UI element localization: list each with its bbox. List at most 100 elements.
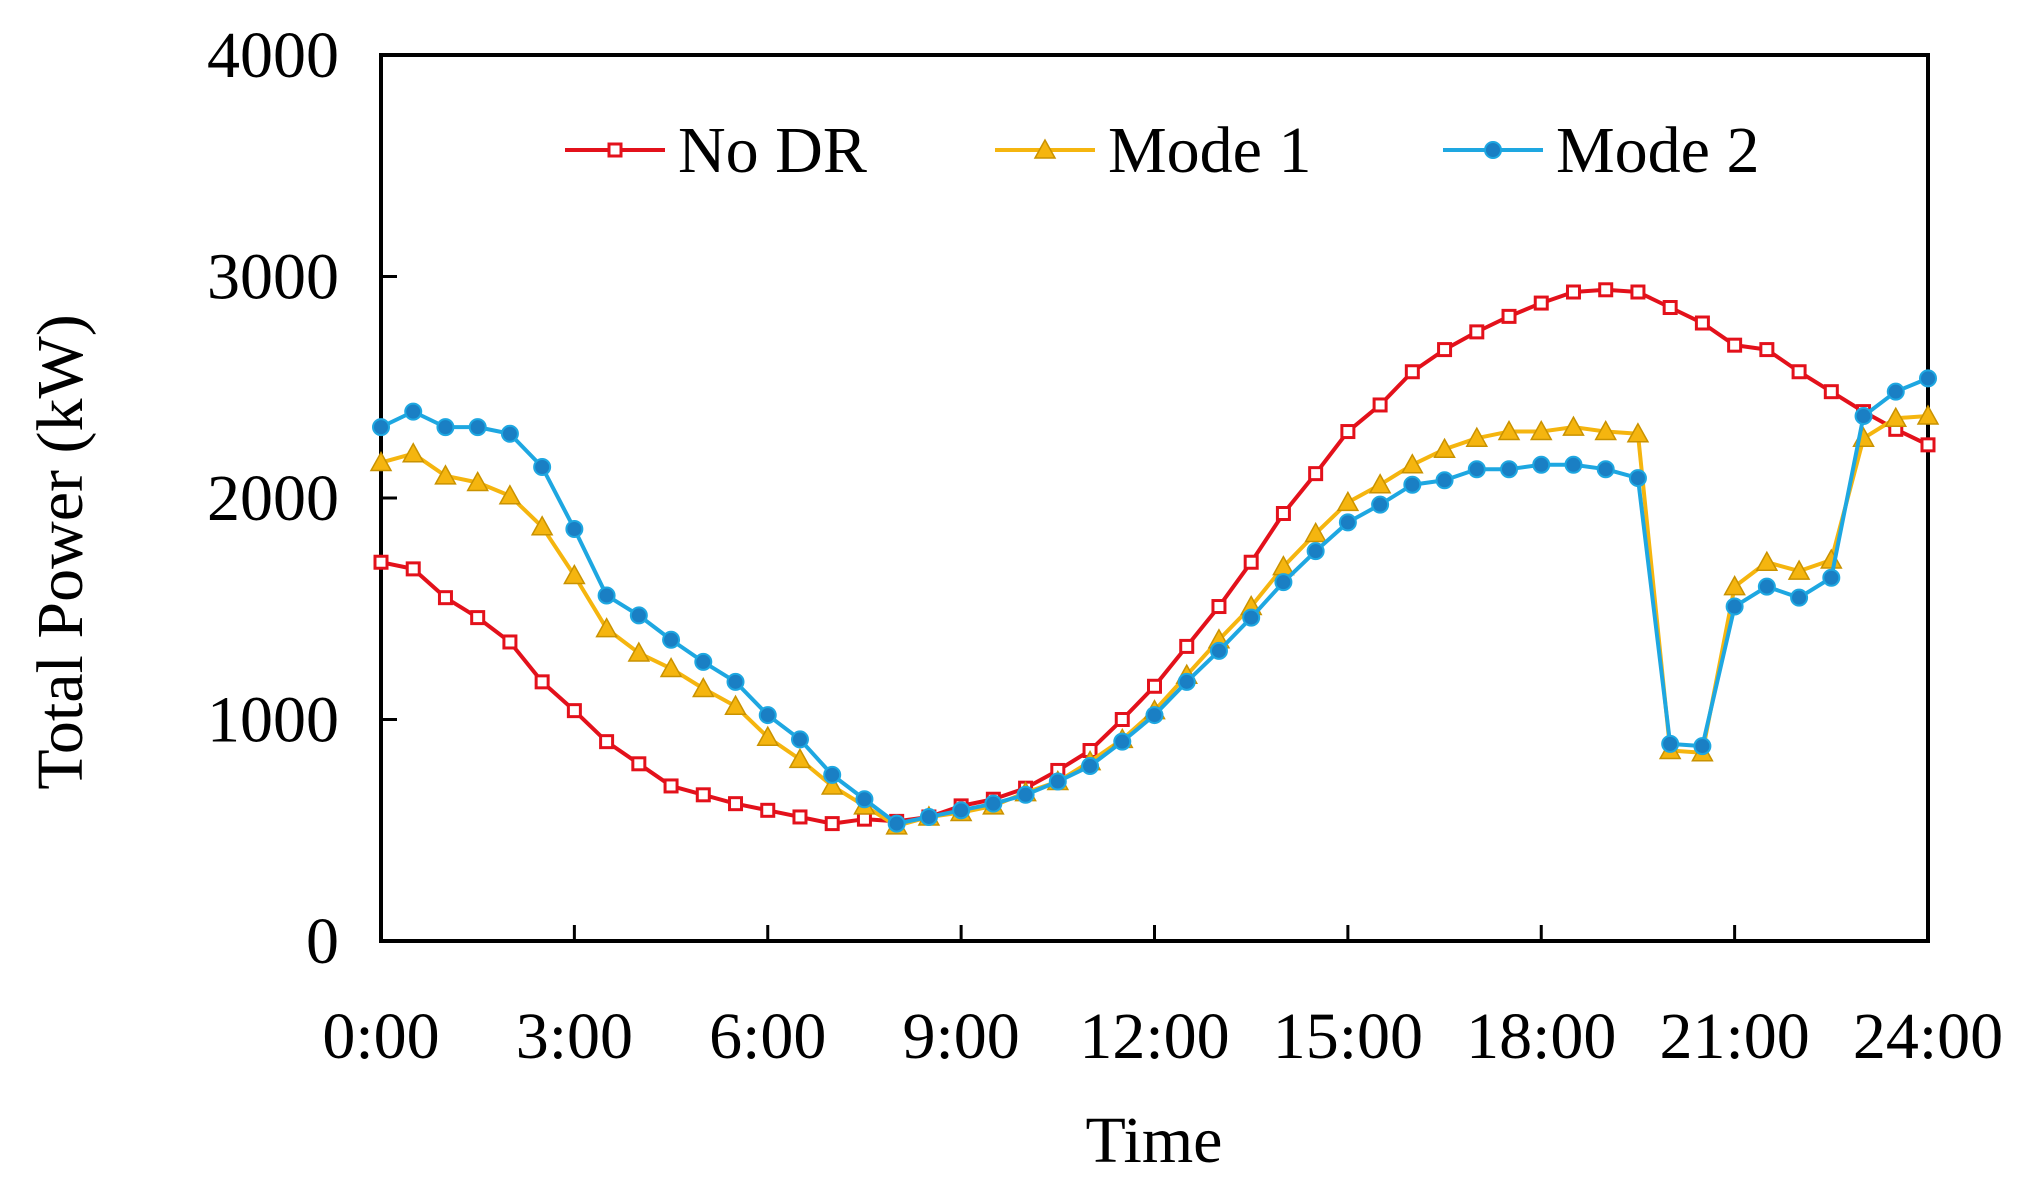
x-tick-label: 21:00 <box>1659 1000 1809 1073</box>
x-axis-title: Time <box>1086 1104 1223 1177</box>
data-point <box>663 778 679 794</box>
data-point <box>792 809 808 825</box>
data-point <box>695 787 711 803</box>
data-point <box>758 706 777 725</box>
data-point <box>404 402 423 421</box>
data-point <box>1598 282 1614 298</box>
data-point <box>1822 568 1841 587</box>
data-point <box>1177 672 1196 691</box>
legend-label: No DR <box>678 114 867 187</box>
data-point <box>1336 490 1360 512</box>
legend-item-mode-1: Mode 1 <box>995 114 1311 187</box>
legend-label: Mode 2 <box>1556 114 1759 187</box>
data-point <box>1790 588 1809 607</box>
data-point <box>756 725 780 746</box>
data-point <box>855 790 874 809</box>
data-point <box>405 561 421 577</box>
data-point <box>1340 424 1356 440</box>
data-point <box>502 634 518 650</box>
y-tick-label: 3000 <box>207 241 339 314</box>
data-point <box>1920 437 1936 453</box>
series-no-dr <box>373 282 1936 832</box>
data-point <box>1275 506 1291 522</box>
data-point <box>1308 466 1324 482</box>
data-point <box>1469 324 1485 340</box>
series-line-mode-1 <box>380 414 1929 828</box>
data-point <box>533 457 552 476</box>
data-point <box>1727 337 1743 353</box>
data-point <box>1372 397 1388 413</box>
data-point <box>434 464 457 485</box>
y-tick-label: 0 <box>306 905 339 978</box>
data-point <box>1501 308 1517 324</box>
x-tick-label: 15:00 <box>1273 1000 1423 1073</box>
data-point <box>566 703 582 719</box>
data-point <box>1661 734 1680 753</box>
data-point <box>1403 475 1422 494</box>
series-layer <box>369 282 1940 835</box>
data-point <box>1145 706 1164 725</box>
data-point <box>1433 437 1456 459</box>
data-point <box>1533 295 1549 311</box>
data-point <box>1147 678 1162 694</box>
y-axis-title: Total Power (kW) <box>24 314 97 790</box>
data-point <box>1630 284 1646 300</box>
data-point <box>500 424 519 443</box>
series-mode-2 <box>372 369 1937 833</box>
data-point <box>599 734 615 750</box>
data-point <box>1725 597 1744 616</box>
data-point <box>1368 473 1392 494</box>
data-point <box>1242 608 1261 627</box>
x-tick-label: 0:00 <box>322 1000 439 1073</box>
data-point <box>824 816 840 832</box>
data-point <box>1723 575 1746 596</box>
data-point <box>1114 712 1130 727</box>
data-point <box>726 672 745 691</box>
data-point <box>1497 420 1521 441</box>
data-point <box>595 617 618 638</box>
data-point <box>1500 460 1519 479</box>
data-point <box>1529 420 1553 441</box>
data-point <box>694 652 713 671</box>
legend-marker <box>1033 138 1057 159</box>
data-point <box>466 470 489 492</box>
legend-marker <box>607 142 623 158</box>
data-point <box>724 694 747 715</box>
data-point <box>1854 407 1873 426</box>
data-point <box>1209 641 1228 660</box>
legend-item-mode-2: Mode 2 <box>1443 114 1759 187</box>
data-point <box>629 606 648 625</box>
x-axis-ticks: 0:00 3:00 6:00 9:00 12:00 15:00 18:00 21:00 24:0… <box>322 925 2003 1073</box>
data-point <box>790 730 809 749</box>
data-point <box>470 610 486 626</box>
data-point <box>1919 369 1937 388</box>
data-point <box>401 442 425 463</box>
data-point <box>1564 455 1583 474</box>
data-point <box>1338 513 1357 532</box>
data-point <box>1755 550 1779 571</box>
data-point <box>659 657 683 678</box>
series-mode-1 <box>369 404 1940 835</box>
data-point <box>1081 757 1100 776</box>
x-tick-label: 12:00 <box>1079 1000 1229 1073</box>
x-tick-label: 24:00 <box>1853 1000 2003 1073</box>
data-point <box>1787 559 1811 580</box>
data-point <box>468 418 487 437</box>
x-tick-label: 3:00 <box>516 1000 633 1073</box>
data-point <box>1757 577 1776 596</box>
y-axis-ticks: 0 1000 2000 3000 4000 <box>207 19 397 978</box>
data-point <box>919 807 938 826</box>
data-point <box>1626 422 1650 443</box>
data-point <box>1404 364 1420 380</box>
data-point <box>1113 732 1132 751</box>
data-point <box>1628 469 1647 488</box>
data-point <box>498 484 522 505</box>
data-point <box>1532 455 1551 474</box>
data-point <box>1916 404 1940 425</box>
data-point <box>1435 471 1454 490</box>
data-point <box>984 794 1003 813</box>
y-tick-label: 1000 <box>207 684 339 757</box>
data-point <box>1437 342 1453 358</box>
legend-label: Mode 1 <box>1108 114 1311 187</box>
data-point <box>1211 599 1227 615</box>
